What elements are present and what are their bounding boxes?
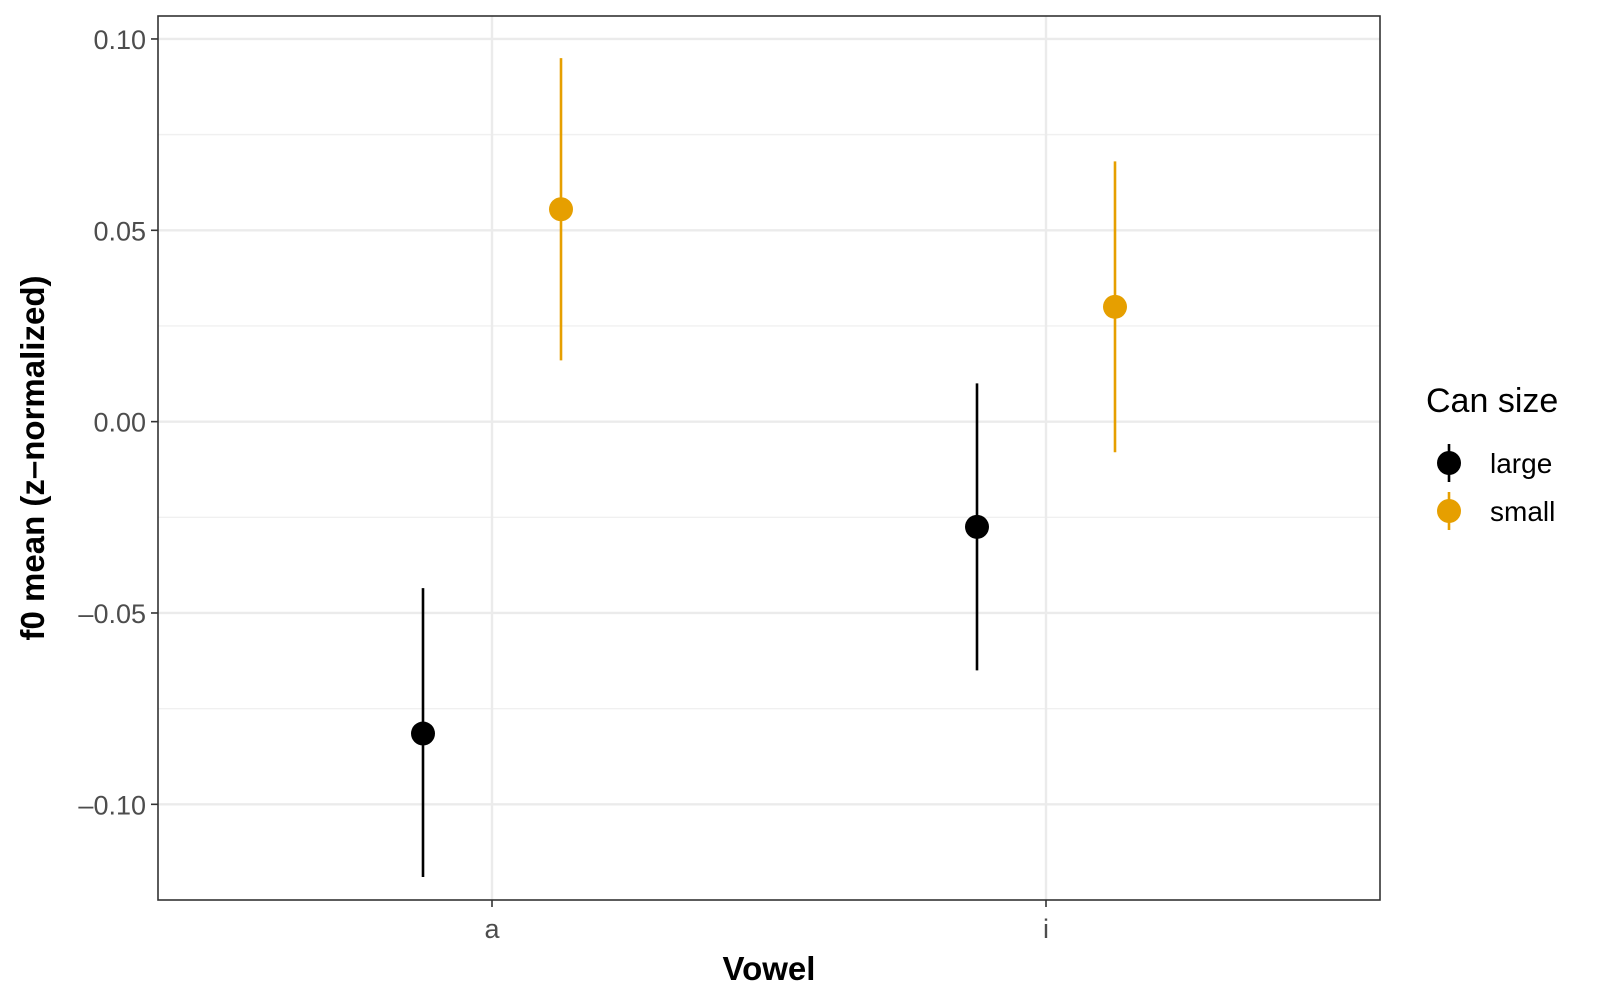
legend-label-large: large — [1490, 448, 1552, 479]
legend-key-large — [1437, 451, 1461, 475]
y-tick-label: 0.00 — [93, 408, 146, 438]
legend-title: Can size — [1426, 382, 1558, 420]
legend: Can size large small — [1426, 382, 1558, 530]
y-tick-label: –0.10 — [78, 790, 146, 820]
y-axis: 0.10 0.05 0.00 –0.05 –0.10 — [78, 25, 158, 820]
legend-key-small — [1437, 499, 1461, 523]
point-small — [1103, 294, 1127, 319]
marks — [411, 58, 1127, 878]
x-tick-label: i — [1043, 914, 1049, 944]
y-tick-label: –0.05 — [78, 599, 146, 629]
x-axis-title: Vowel — [723, 950, 816, 987]
grid-major — [158, 16, 1380, 900]
y-tick-label: 0.10 — [93, 25, 146, 55]
x-tick-label: a — [484, 914, 500, 944]
plot-border — [157, 15, 1381, 901]
point-large — [411, 721, 435, 746]
legend-label-small: small — [1490, 496, 1555, 527]
point-small — [549, 197, 573, 222]
point-large — [965, 514, 989, 539]
y-axis-title: f0 mean (z–normalized) — [14, 276, 51, 641]
plot-panel — [158, 16, 1380, 900]
grid-minor — [158, 133, 1380, 710]
y-tick-label: 0.05 — [93, 216, 146, 246]
